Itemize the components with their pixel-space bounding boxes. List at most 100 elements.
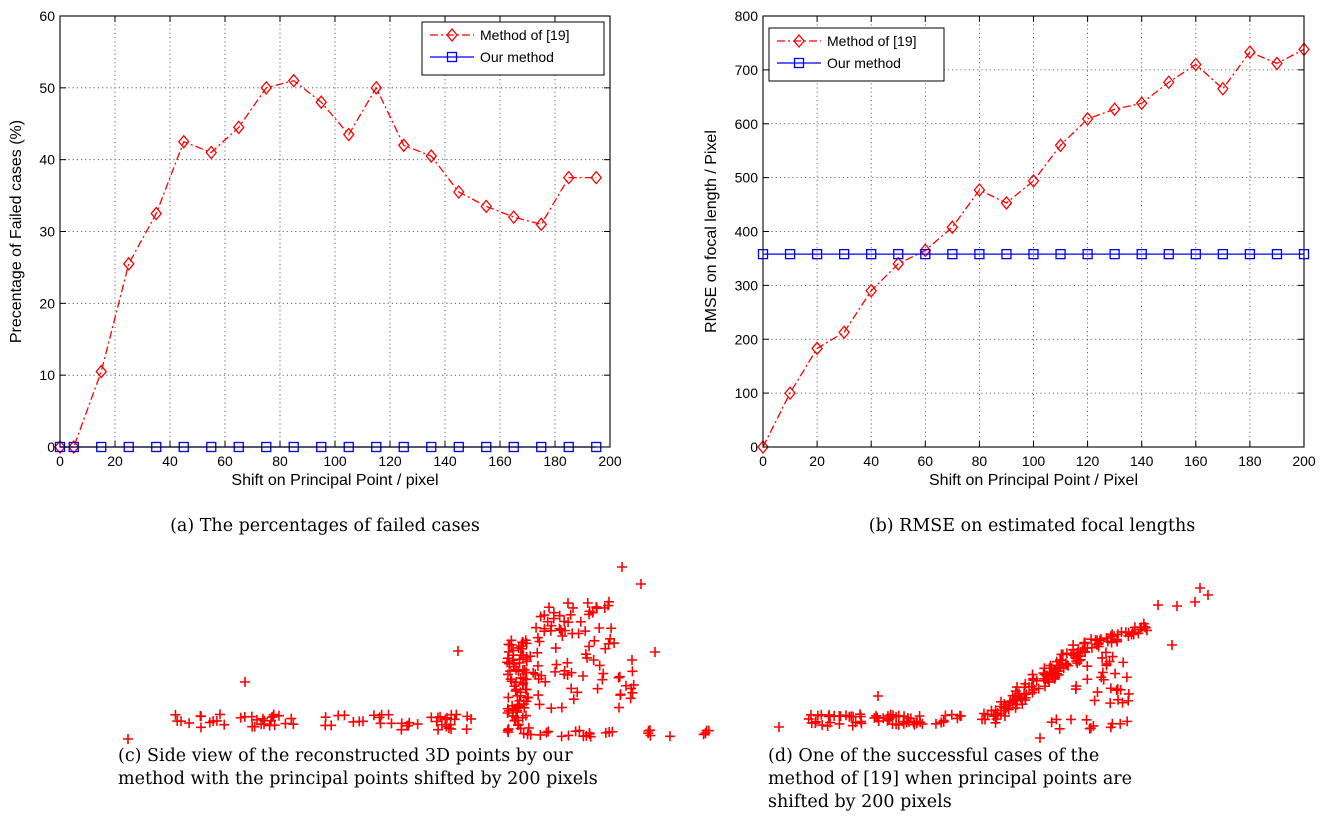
chart-b-series-ours-point xyxy=(839,248,850,260)
scatter-c-point xyxy=(195,722,206,733)
chart-b-series-method19-point xyxy=(1217,81,1229,96)
chart-a-ytick-label: 30 xyxy=(39,224,55,240)
caption-d-line1: (d) One of the successful cases of the xyxy=(768,746,1099,766)
scatter-d-point xyxy=(1167,640,1177,650)
chart-a-series-method19-point xyxy=(480,199,493,214)
scatter-d-point xyxy=(1105,698,1116,709)
scatter-c-point xyxy=(559,616,570,627)
chart-a-series-method19-point xyxy=(397,138,410,153)
scatter-c-point xyxy=(532,660,543,671)
chart-b-series-ours-point xyxy=(1136,248,1147,260)
scatter-d-point xyxy=(1113,694,1123,705)
chart-b-series-method19-line xyxy=(762,48,1305,448)
chart-b-series-ours-point xyxy=(1082,248,1093,260)
scatter-d-point xyxy=(1138,618,1149,629)
chart-a-series-method19-point xyxy=(54,439,66,455)
caption-a: (a) The percentages of failed cases xyxy=(170,516,480,536)
scatter-c-point xyxy=(584,606,595,617)
chart-b-xtick-label: 20 xyxy=(809,453,825,469)
scatter-d-point xyxy=(1054,723,1065,734)
scatter-c-point xyxy=(643,725,654,736)
scatter-c-point xyxy=(449,714,460,725)
caption-b: (b) RMSE on estimated focal lengths xyxy=(869,516,1195,536)
chart-a-ytick-label: 40 xyxy=(39,152,55,168)
scatter-c-point xyxy=(519,664,530,675)
chart-a-series-method19-point xyxy=(452,184,465,200)
scatter-c-point xyxy=(453,646,463,656)
scatter-c-point xyxy=(613,672,624,683)
chart-b-series-method19-point xyxy=(1108,102,1121,117)
scatter-d-point xyxy=(1098,674,1109,685)
scatter-c-point xyxy=(574,725,585,736)
scatter-c-point xyxy=(556,731,567,742)
scatter-c-point xyxy=(584,641,595,652)
scatter-c-point xyxy=(525,651,536,662)
scatter-c-point xyxy=(575,616,586,627)
chart-b: 0 20 40 60 80 100 120 140 160 180 200 0 100 200 300 400… xyxy=(703,8,1316,489)
scatter-d-point xyxy=(1096,672,1107,683)
scatter-d-point xyxy=(871,710,882,721)
scatter-d-point xyxy=(1112,636,1123,647)
scatter-d-point xyxy=(816,709,827,720)
scatter-d-point xyxy=(1061,659,1072,670)
chart-a-series-method19-point xyxy=(562,170,575,185)
scatter-c-point xyxy=(550,666,561,677)
scatter-c-point xyxy=(563,730,574,741)
scatter-c-point xyxy=(562,657,573,668)
chart-a-series-method19-point xyxy=(507,210,520,225)
scatter-d-point xyxy=(1020,678,1031,689)
chart-a-series-method19-point xyxy=(370,80,383,95)
scatter-c-point xyxy=(502,703,513,714)
scatter-d-point xyxy=(1044,677,1055,688)
scatter-d-point xyxy=(806,718,817,729)
chart-b-series-ours-point xyxy=(1109,248,1120,260)
scatter-c-point xyxy=(578,731,589,742)
scatter-c-point xyxy=(559,669,570,680)
scatter-c-point xyxy=(523,722,534,733)
scatter-c-point xyxy=(627,655,637,665)
scatter-c-point xyxy=(598,668,609,679)
scatter-c-point xyxy=(664,731,675,742)
chart-b-legend-marker xyxy=(793,57,805,69)
chart-c-scatter xyxy=(123,562,714,744)
scatter-c-point xyxy=(580,626,591,637)
scatter-c-point xyxy=(594,660,605,671)
chart-a: 0 20 40 60 80 100 120 140 160 180 200 0 10 20 30 40 50 60… xyxy=(8,8,622,489)
chart-b-series-ours-point xyxy=(920,248,931,260)
scatter-d-point xyxy=(1047,670,1058,681)
scatter-c-point xyxy=(440,714,451,725)
scatter-d-point xyxy=(885,709,896,720)
scatter-d-point xyxy=(938,715,949,726)
scatter-d-point xyxy=(848,711,859,722)
chart-b-legend-label: Our method xyxy=(827,55,901,71)
scatter-d-point xyxy=(1110,668,1121,679)
chart-a-ytick-label: 20 xyxy=(39,295,55,311)
scatter-c-point xyxy=(609,638,620,649)
chart-b-series-ours-point xyxy=(811,248,823,260)
scatter-d-point xyxy=(1003,704,1014,715)
scatter-d-point xyxy=(873,716,884,727)
chart-b-series-method19-point xyxy=(1081,111,1094,126)
scatter-c-point xyxy=(557,631,568,641)
scatter-c-point xyxy=(403,720,414,731)
chart-b-series-method19-point xyxy=(1162,75,1175,90)
chart-a-xtick-label: 20 xyxy=(107,453,123,469)
chart-b-series-ours-point xyxy=(1271,248,1283,260)
scatter-c-point xyxy=(502,653,513,664)
scatter-d-point xyxy=(1035,733,1045,743)
scatter-c-point xyxy=(528,667,539,678)
scatter-c-point xyxy=(541,727,552,738)
scatter-c-point xyxy=(358,716,369,727)
chart-b-series-method19-point xyxy=(1000,195,1013,210)
chart-b-ytick-label: 700 xyxy=(735,62,759,78)
scatter-c-point xyxy=(376,709,387,720)
scatter-c-point xyxy=(375,718,386,729)
caption-d-line2: method of [19] when principal points are xyxy=(768,769,1132,789)
scatter-d-point xyxy=(1094,635,1105,646)
scatter-d-point xyxy=(954,710,965,721)
scatter-c-point xyxy=(614,671,625,682)
scatter-c-point xyxy=(533,690,544,701)
scatter-c-point xyxy=(195,710,206,721)
chart-b-series-method19-point xyxy=(1244,45,1256,60)
scatter-d-point xyxy=(1056,649,1067,660)
